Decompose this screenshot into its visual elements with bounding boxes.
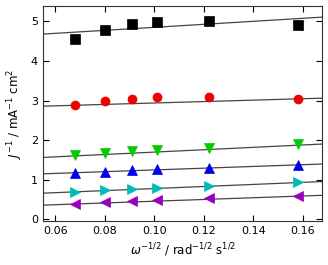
-0.06 V xyxy=(207,95,211,98)
-0.05 V xyxy=(207,20,211,23)
-0.10 V xyxy=(154,186,158,189)
Y-axis label: $J^{-1}$ / mA$^{-1}$ cm$^{2}$: $J^{-1}$ / mA$^{-1}$ cm$^{2}$ xyxy=(6,68,25,159)
-0.20 V xyxy=(207,197,211,200)
-0.08 V xyxy=(154,167,158,170)
-0.20 V xyxy=(73,202,77,205)
-0.06 V xyxy=(103,99,107,102)
-0.10 V xyxy=(103,188,107,192)
-0.20 V xyxy=(103,201,107,204)
-0.10 V xyxy=(73,190,77,193)
Line: -0.08 V: -0.08 V xyxy=(71,160,302,177)
-0.05 V xyxy=(154,21,158,24)
-0.05 V xyxy=(130,22,134,25)
-0.05 V xyxy=(103,28,107,31)
-0.08 V xyxy=(103,170,107,174)
Line: -0.20 V: -0.20 V xyxy=(71,191,302,208)
-0.06 V xyxy=(130,97,134,100)
-0.06 V xyxy=(73,104,77,107)
Line: -0.10 V: -0.10 V xyxy=(71,177,302,196)
-0.07 V xyxy=(154,149,158,152)
-0.07 V xyxy=(296,143,300,146)
-0.20 V xyxy=(154,198,158,202)
-0.10 V xyxy=(296,180,300,183)
-0.06 V xyxy=(296,97,300,100)
-0.06 V xyxy=(154,95,158,98)
-0.07 V xyxy=(130,150,134,153)
-0.10 V xyxy=(207,184,211,187)
-0.07 V xyxy=(103,151,107,154)
-0.08 V xyxy=(130,169,134,172)
-0.08 V xyxy=(73,171,77,174)
-0.07 V xyxy=(73,154,77,157)
-0.08 V xyxy=(296,163,300,166)
-0.07 V xyxy=(207,147,211,150)
Line: -0.06 V: -0.06 V xyxy=(71,92,302,110)
-0.05 V xyxy=(296,23,300,26)
Line: -0.05 V: -0.05 V xyxy=(71,17,302,44)
-0.08 V xyxy=(207,166,211,170)
-0.10 V xyxy=(130,187,134,191)
X-axis label: $\omega^{-1/2}$ / rad$^{-1/2}$ s$^{1/2}$: $\omega^{-1/2}$ / rad$^{-1/2}$ s$^{1/2}$ xyxy=(130,242,236,259)
Line: -0.07 V: -0.07 V xyxy=(71,140,302,160)
-0.05 V xyxy=(73,38,77,41)
-0.20 V xyxy=(130,200,134,203)
-0.20 V xyxy=(296,194,300,197)
